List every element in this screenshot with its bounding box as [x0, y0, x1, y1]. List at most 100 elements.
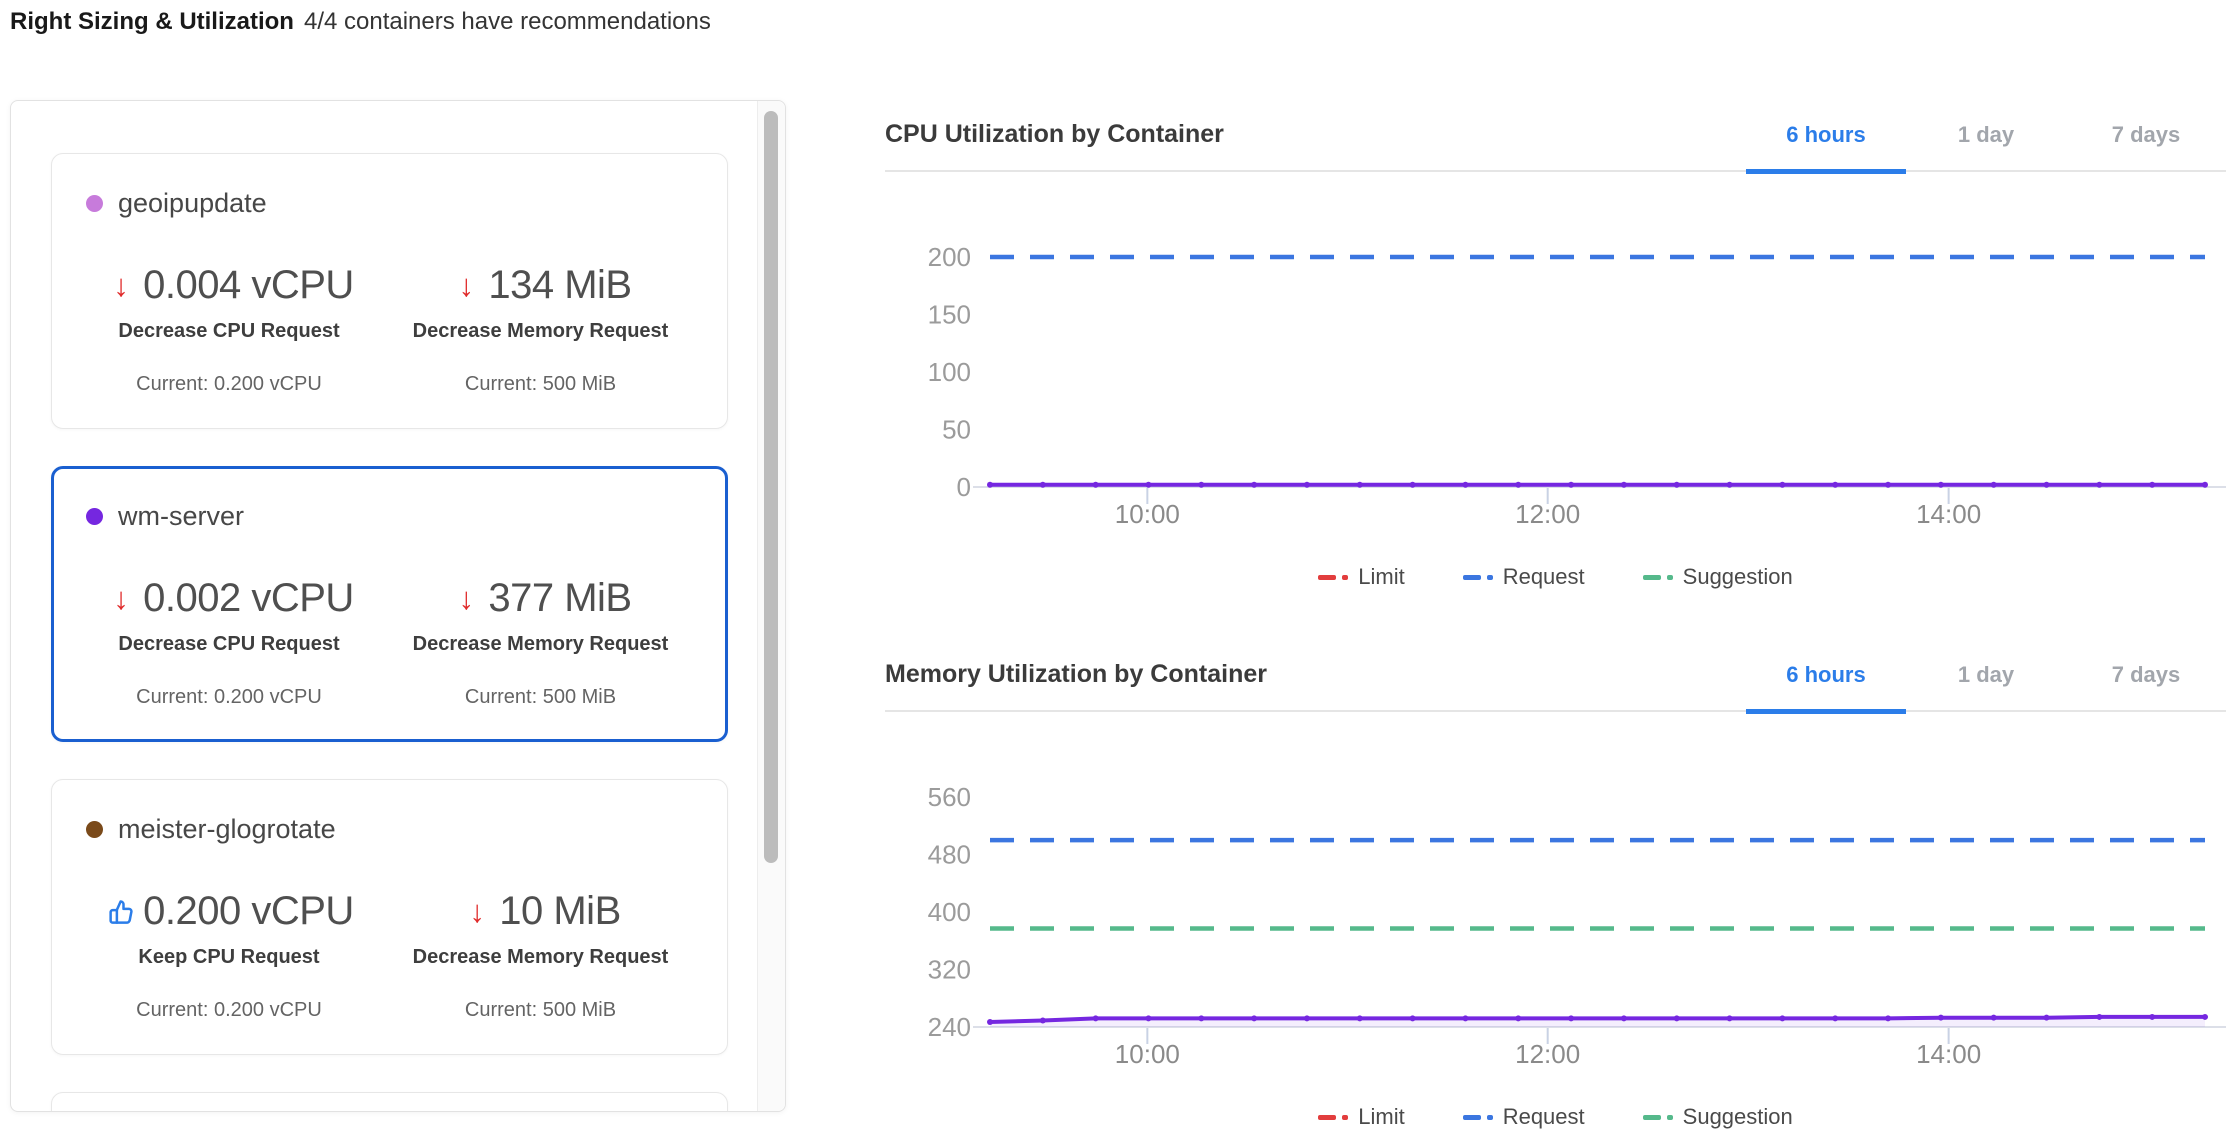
memory-recommendation-label: Decrease Memory Request — [412, 946, 669, 968]
memory-current-value: Current: 500 MiB — [464, 373, 617, 395]
memory-recommendation-label: Decrease Memory Request — [412, 320, 669, 342]
cpu-recommendation: 0.200 vCPU Keep CPU Request Current: 0.2… — [78, 889, 380, 1022]
limit-line-swatch — [1318, 1114, 1349, 1120]
container-color-dot — [86, 821, 103, 838]
cpu-recommendation-value: 0.200 vCPU — [143, 889, 354, 933]
recommendations-panel: geoipupdate ↓ 0.004 vCPU Decrease CPU Re… — [10, 100, 786, 1112]
cpu-recommendation-label: Keep CPU Request — [138, 946, 320, 968]
svg-text:14:00: 14:00 — [1916, 1039, 1981, 1069]
cpu-current-value: Current: 0.200 vCPU — [136, 999, 322, 1021]
svg-text:10:00: 10:00 — [1115, 499, 1180, 529]
memory-current-value: Current: 500 MiB — [464, 686, 617, 708]
legend-item-suggestion[interactable]: Suggestion — [1642, 564, 1793, 590]
svg-text:480: 480 — [928, 840, 971, 870]
tab-7-days[interactable]: 7 days — [2111, 662, 2181, 687]
svg-text:10:00: 10:00 — [1115, 1039, 1180, 1069]
memory-recommendation: ↓ 134 MiB Decrease Memory Request Curren… — [380, 263, 701, 396]
memory-recommendation-value: 377 MiB — [488, 576, 632, 620]
svg-text:560: 560 — [928, 782, 971, 812]
cpu-recommendation-label: Decrease CPU Request — [118, 633, 340, 655]
memory-recommendation-value: 10 MiB — [499, 889, 621, 933]
container-name: geoipupdate — [118, 188, 267, 218]
container-name-row: wm-server — [86, 501, 701, 532]
cpu-utilization-plot: 0 50 100 150 200 10:00 12:00 14:00 — [928, 242, 2226, 529]
container-name-row: meister-glogrotate — [86, 814, 701, 845]
metrics-row: ↓ 0.004 vCPU Decrease CPU Request Curren… — [78, 263, 701, 396]
chart-header: Memory Utilization by Container 6 hours … — [885, 648, 2226, 714]
chart-legend: Limit Request Suggestion — [885, 1104, 2226, 1130]
legend-item-request[interactable]: Request — [1462, 1104, 1585, 1130]
request-line-swatch — [1462, 574, 1493, 580]
chart-title: Memory Utilization by Container — [885, 660, 1267, 688]
container-card-geoipupdate[interactable]: geoipupdate ↓ 0.004 vCPU Decrease CPU Re… — [51, 153, 728, 429]
container-card-partial[interactable] — [51, 1092, 728, 1111]
svg-text:12:00: 12:00 — [1515, 1039, 1580, 1069]
page-title: Right Sizing & Utilization — [10, 8, 294, 35]
container-color-dot — [86, 508, 103, 525]
decrease-arrow-icon: ↓ — [458, 268, 475, 303]
container-card-meister-glogrotate[interactable]: meister-glogrotate 0.200 vCPU Keep CPU R… — [51, 779, 728, 1055]
legend-item-suggestion[interactable]: Suggestion — [1642, 1104, 1793, 1130]
suggestion-line-swatch — [1642, 1114, 1673, 1120]
memory-utilization-chart-section: Memory Utilization by Container 6 hours … — [885, 648, 2226, 1130]
decrease-arrow-icon: ↓ — [469, 894, 486, 929]
tab-7-days[interactable]: 7 days — [2111, 122, 2181, 147]
legend-item-request[interactable]: Request — [1462, 564, 1585, 590]
legend-item-limit[interactable]: Limit — [1318, 564, 1405, 590]
tab-6-hours[interactable]: 6 hours — [1746, 648, 1906, 714]
metrics-row: ↓ 0.002 vCPU Decrease CPU Request Curren… — [78, 576, 701, 709]
memory-current-value: Current: 500 MiB — [464, 999, 617, 1021]
cpu-current-value: Current: 0.200 vCPU — [136, 686, 322, 708]
cpu-recommendation: ↓ 0.002 vCPU Decrease CPU Request Curren… — [78, 576, 380, 709]
scrollbar-track[interactable] — [757, 101, 785, 1111]
svg-text:0: 0 — [957, 472, 971, 502]
chart-header: CPU Utilization by Container 6 hours 1 d… — [885, 108, 2226, 174]
metrics-row: 0.200 vCPU Keep CPU Request Current: 0.2… — [78, 889, 701, 1022]
cpu-current-value: Current: 0.200 vCPU — [136, 373, 322, 395]
svg-text:200: 200 — [928, 242, 971, 272]
memory-utilization-plot: 240 320 400 480 560 10:00 12:00 14:00 — [928, 782, 2226, 1069]
svg-text:100: 100 — [928, 357, 971, 387]
container-card-wm-server[interactable]: wm-server ↓ 0.002 vCPU Decrease CPU Requ… — [51, 466, 728, 742]
svg-text:12:00: 12:00 — [1515, 499, 1580, 529]
time-range-tabs: 6 hours 1 day 7 days — [1746, 648, 2226, 714]
cpu-recommendation-value: 0.004 vCPU — [143, 263, 354, 307]
active-tab-underline — [1746, 709, 1906, 714]
memory-recommendation: ↓ 377 MiB Decrease Memory Request Curren… — [380, 576, 701, 709]
chart-legend: Limit Request Suggestion — [885, 564, 2226, 590]
svg-text:14:00: 14:00 — [1916, 499, 1981, 529]
thumbs-up-icon — [104, 892, 138, 932]
suggestion-line-swatch — [1642, 574, 1673, 580]
active-tab-underline — [1746, 169, 1906, 174]
cpu-recommendation-value: 0.002 vCPU — [143, 576, 354, 620]
container-name: wm-server — [118, 501, 244, 531]
request-line-swatch — [1462, 1114, 1493, 1120]
cpu-recommendation: ↓ 0.004 vCPU Decrease CPU Request Curren… — [78, 263, 380, 396]
container-color-dot — [86, 195, 103, 212]
cpu-recommendation-label: Decrease CPU Request — [118, 320, 340, 342]
decrease-arrow-icon: ↓ — [458, 581, 475, 616]
container-card-list: geoipupdate ↓ 0.004 vCPU Decrease CPU Re… — [11, 101, 758, 1111]
limit-line-swatch — [1318, 574, 1349, 580]
decrease-arrow-icon: ↓ — [113, 581, 129, 616]
tab-1-day[interactable]: 1 day — [1957, 122, 2015, 147]
scrollbar-thumb[interactable] — [764, 111, 778, 863]
page-header: Right Sizing & Utilization 4/4 containers… — [10, 8, 711, 36]
chart-title: CPU Utilization by Container — [885, 120, 1224, 148]
tab-6-hours[interactable]: 6 hours — [1746, 108, 1906, 174]
container-name-row: geoipupdate — [86, 188, 701, 219]
time-range-tabs: 6 hours 1 day 7 days — [1746, 108, 2226, 174]
page-subtitle: 4/4 containers have recommendations — [303, 8, 711, 35]
svg-text:150: 150 — [928, 300, 971, 330]
legend-item-limit[interactable]: Limit — [1318, 1104, 1405, 1130]
memory-recommendation-value: 134 MiB — [488, 263, 632, 307]
memory-recommendation-label: Decrease Memory Request — [412, 633, 669, 655]
svg-text:240: 240 — [928, 1012, 971, 1042]
memory-recommendation: ↓ 10 MiB Decrease Memory Request Current… — [380, 889, 701, 1022]
svg-text:400: 400 — [928, 897, 971, 927]
cpu-utilization-chart-section: CPU Utilization by Container 6 hours 1 d… — [885, 108, 2226, 590]
tab-1-day[interactable]: 1 day — [1957, 662, 2015, 687]
container-name: meister-glogrotate — [118, 814, 336, 844]
svg-text:50: 50 — [942, 415, 971, 445]
svg-text:320: 320 — [928, 955, 971, 985]
